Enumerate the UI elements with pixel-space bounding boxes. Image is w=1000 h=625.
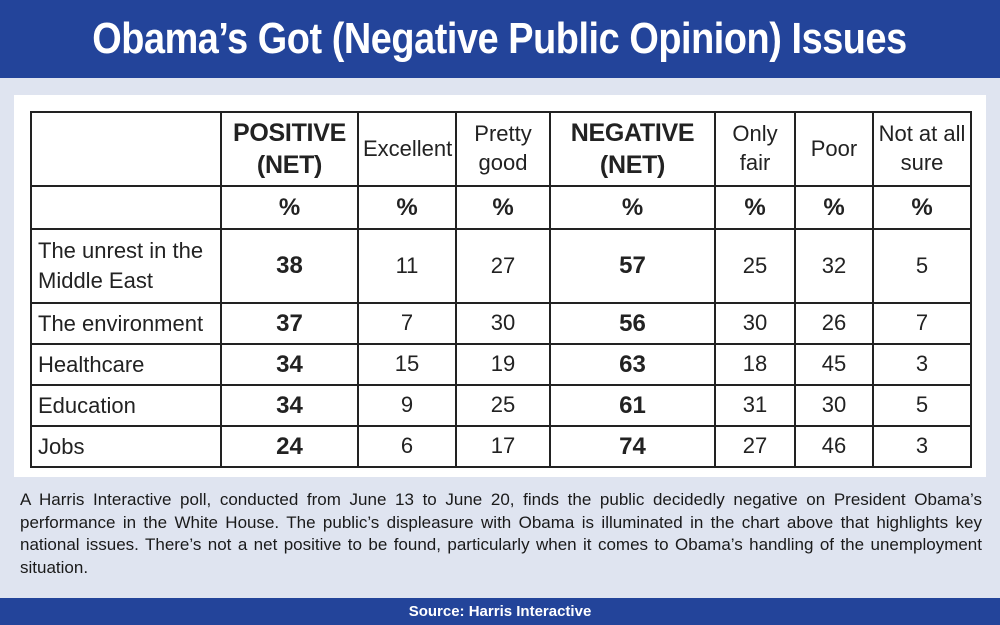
row-label: Education xyxy=(30,384,222,427)
value-cell: 7 xyxy=(872,302,972,345)
col-header-poor: Poor xyxy=(794,111,874,187)
source-bar: Source: Harris Interactive xyxy=(0,598,1000,625)
unit-cell: % xyxy=(220,185,359,230)
value-cell: 24 xyxy=(220,425,359,468)
value-cell: 25 xyxy=(455,384,551,427)
value-cell: 46 xyxy=(794,425,874,468)
value-cell: 34 xyxy=(220,384,359,427)
value-cell: 19 xyxy=(455,343,551,386)
value-cell: 63 xyxy=(549,343,716,386)
col-header-not-at-all-sure: Not at all sure xyxy=(872,111,972,187)
value-cell: 18 xyxy=(714,343,796,386)
value-cell: 30 xyxy=(455,302,551,345)
value-cell: 17 xyxy=(455,425,551,468)
header-row: POSITIVE (NET) Excellent Pretty good NEG… xyxy=(30,111,972,187)
col-header-excellent: Excellent xyxy=(357,111,457,187)
chart-title: Obama’s Got (Negative Public Opinion) Is… xyxy=(92,14,908,63)
unit-cell: % xyxy=(714,185,796,230)
table-row: The environment 37 7 30 56 30 26 7 xyxy=(30,302,972,345)
value-cell: 3 xyxy=(872,425,972,468)
unit-cell: % xyxy=(794,185,874,230)
corner-cell xyxy=(30,111,222,187)
value-cell: 37 xyxy=(220,302,359,345)
value-cell: 26 xyxy=(794,302,874,345)
table-panel: POSITIVE (NET) Excellent Pretty good NEG… xyxy=(14,95,986,477)
unit-cell: % xyxy=(357,185,457,230)
source-label: Source: Harris Interactive xyxy=(408,603,592,620)
poll-table: POSITIVE (NET) Excellent Pretty good NEG… xyxy=(30,111,972,468)
value-cell: 27 xyxy=(714,425,796,468)
col-header-only-fair: Only fair xyxy=(714,111,796,187)
col-header-negative-net: NEGATIVE (NET) xyxy=(549,111,716,187)
value-cell: 32 xyxy=(794,228,874,304)
row-label: Jobs xyxy=(30,425,222,468)
value-cell: 34 xyxy=(220,343,359,386)
unit-cell: % xyxy=(455,185,551,230)
value-cell: 31 xyxy=(714,384,796,427)
row-label: The unrest in the Middle East xyxy=(30,228,222,304)
chart-caption: A Harris Interactive poll, conducted fro… xyxy=(20,490,982,577)
row-label: Healthcare xyxy=(30,343,222,386)
unit-cell: % xyxy=(549,185,716,230)
row-label: The environment xyxy=(30,302,222,345)
value-cell: 61 xyxy=(549,384,716,427)
title-banner: Obama’s Got (Negative Public Opinion) Is… xyxy=(0,0,1000,78)
value-cell: 15 xyxy=(357,343,457,386)
value-cell: 30 xyxy=(794,384,874,427)
value-cell: 6 xyxy=(357,425,457,468)
col-header-pretty-good: Pretty good xyxy=(455,111,551,187)
value-cell: 27 xyxy=(455,228,551,304)
value-cell: 7 xyxy=(357,302,457,345)
value-cell: 25 xyxy=(714,228,796,304)
value-cell: 5 xyxy=(872,228,972,304)
value-cell: 30 xyxy=(714,302,796,345)
table-row: Jobs 24 6 17 74 27 46 3 xyxy=(30,425,972,468)
unit-corner-cell xyxy=(30,185,222,230)
table-row: The unrest in the Middle East 38 11 27 5… xyxy=(30,228,972,304)
value-cell: 3 xyxy=(872,343,972,386)
value-cell: 5 xyxy=(872,384,972,427)
table-row: Healthcare 34 15 19 63 18 45 3 xyxy=(30,343,972,386)
table-row: Education 34 9 25 61 31 30 5 xyxy=(30,384,972,427)
value-cell: 56 xyxy=(549,302,716,345)
value-cell: 11 xyxy=(357,228,457,304)
col-header-positive-net: POSITIVE (NET) xyxy=(220,111,359,187)
value-cell: 57 xyxy=(549,228,716,304)
value-cell: 9 xyxy=(357,384,457,427)
value-cell: 45 xyxy=(794,343,874,386)
unit-row: % % % % % % % xyxy=(30,185,972,230)
value-cell: 74 xyxy=(549,425,716,468)
value-cell: 38 xyxy=(220,228,359,304)
unit-cell: % xyxy=(872,185,972,230)
